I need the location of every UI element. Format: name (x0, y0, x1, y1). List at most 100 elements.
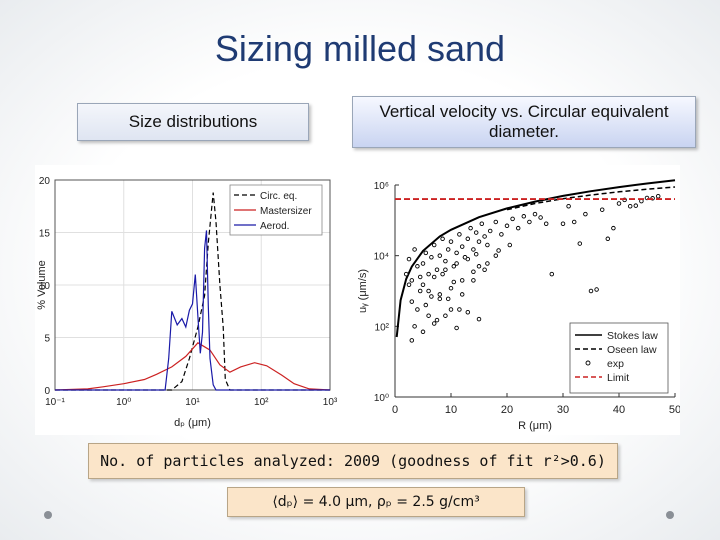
legend-swatch (585, 360, 591, 366)
data-point (605, 236, 611, 242)
data-point (406, 256, 412, 262)
y-axis-label: % Volume (36, 260, 48, 310)
data-point (451, 279, 457, 285)
data-point (412, 247, 417, 252)
data-point (443, 267, 448, 272)
data-point (429, 294, 434, 299)
x-tick-label: 10⁻¹ (45, 397, 65, 408)
series-line (395, 179, 676, 338)
data-point (437, 292, 443, 297)
data-point (465, 236, 471, 242)
data-point (493, 219, 499, 225)
x-tick-label: 0 (392, 404, 398, 416)
data-point (471, 269, 476, 275)
data-point (543, 221, 549, 227)
data-point (423, 302, 429, 308)
data-point (499, 232, 504, 237)
data-point (588, 288, 594, 294)
data-point (583, 211, 588, 217)
data-point (538, 215, 543, 220)
data-point (445, 296, 451, 302)
data-point (443, 313, 448, 318)
data-point (406, 282, 412, 288)
data-point (420, 261, 426, 266)
data-point (451, 264, 457, 269)
x-tick-label: 20 (501, 404, 513, 416)
y-tick-label: 20 (39, 176, 51, 187)
data-point (448, 285, 454, 291)
y-tick-label: 10² (375, 322, 390, 333)
data-point (482, 234, 487, 239)
data-point (440, 271, 445, 277)
data-point (448, 239, 454, 244)
data-point (409, 299, 415, 304)
series-line (55, 230, 330, 391)
data-point (515, 225, 521, 231)
data-point (448, 307, 454, 312)
data-point (487, 228, 493, 234)
data-point (473, 230, 479, 235)
x-tick-label: 30 (557, 404, 569, 416)
data-point (476, 316, 482, 322)
data-point (423, 250, 429, 256)
data-point (445, 247, 451, 252)
data-point (431, 274, 437, 280)
data-point (560, 221, 566, 227)
data-point (594, 287, 599, 292)
data-point (473, 251, 479, 257)
data-point (655, 194, 661, 199)
plot-frame (54, 179, 331, 391)
data-point (454, 261, 459, 266)
data-point (409, 338, 415, 343)
data-point (420, 329, 426, 335)
data-point (507, 242, 513, 248)
size-distributions-header: Size distributions (77, 103, 309, 141)
x-axis-label: dₚ (μm) (174, 417, 211, 429)
data-point (403, 271, 409, 277)
slide-dot-left (44, 511, 52, 519)
data-point (485, 242, 490, 248)
data-point (549, 271, 555, 277)
data-point (627, 204, 633, 209)
data-point (493, 253, 499, 258)
x-axis-label: R (μm) (518, 420, 552, 432)
data-point (426, 288, 431, 294)
data-point (496, 248, 501, 253)
x-tick-label: 10³ (323, 397, 338, 408)
data-point (479, 221, 485, 227)
data-point (566, 204, 571, 209)
data-point (454, 325, 459, 331)
x-tick-label: 10 (445, 404, 457, 416)
data-point (426, 271, 431, 277)
data-point (577, 241, 583, 246)
data-point (437, 253, 443, 258)
series-line (55, 192, 330, 391)
data-point (476, 264, 482, 269)
velocity-header: Vertical velocity vs. Circular equivalen… (352, 96, 696, 148)
data-point (611, 225, 616, 231)
legend-label: exp (607, 358, 624, 370)
y-tick-label: 10 (39, 281, 51, 292)
y-tick-label: 10⁰ (374, 393, 389, 404)
data-point (434, 267, 440, 272)
velocity-diameter-chart: 0 10 20 30 40 50 10⁰ 10² 10⁴ 10⁶ R (μm) uᵧ (μm/s) St… (350, 165, 680, 435)
data-point (482, 267, 487, 272)
y-tick-label: 15 (39, 229, 51, 240)
data-point (434, 317, 440, 323)
data-point (457, 307, 462, 312)
data-point (409, 278, 415, 283)
x-tick-label: 10² (254, 397, 269, 408)
data-point (485, 261, 490, 266)
slide-dot-right (666, 511, 674, 519)
data-point (504, 223, 510, 229)
data-point (440, 236, 445, 242)
legend-label: Stokes law (607, 330, 658, 342)
data-point (457, 232, 462, 237)
data-point (468, 225, 473, 231)
particle-count-note: No. of particles analyzed: 2009 (goodnes… (88, 443, 618, 479)
data-point (471, 278, 476, 283)
x-tick-label: 40 (613, 404, 625, 416)
data-point (437, 296, 443, 302)
x-tick-label: 10⁰ (116, 397, 131, 408)
legend-label: Oseen law (607, 344, 657, 356)
